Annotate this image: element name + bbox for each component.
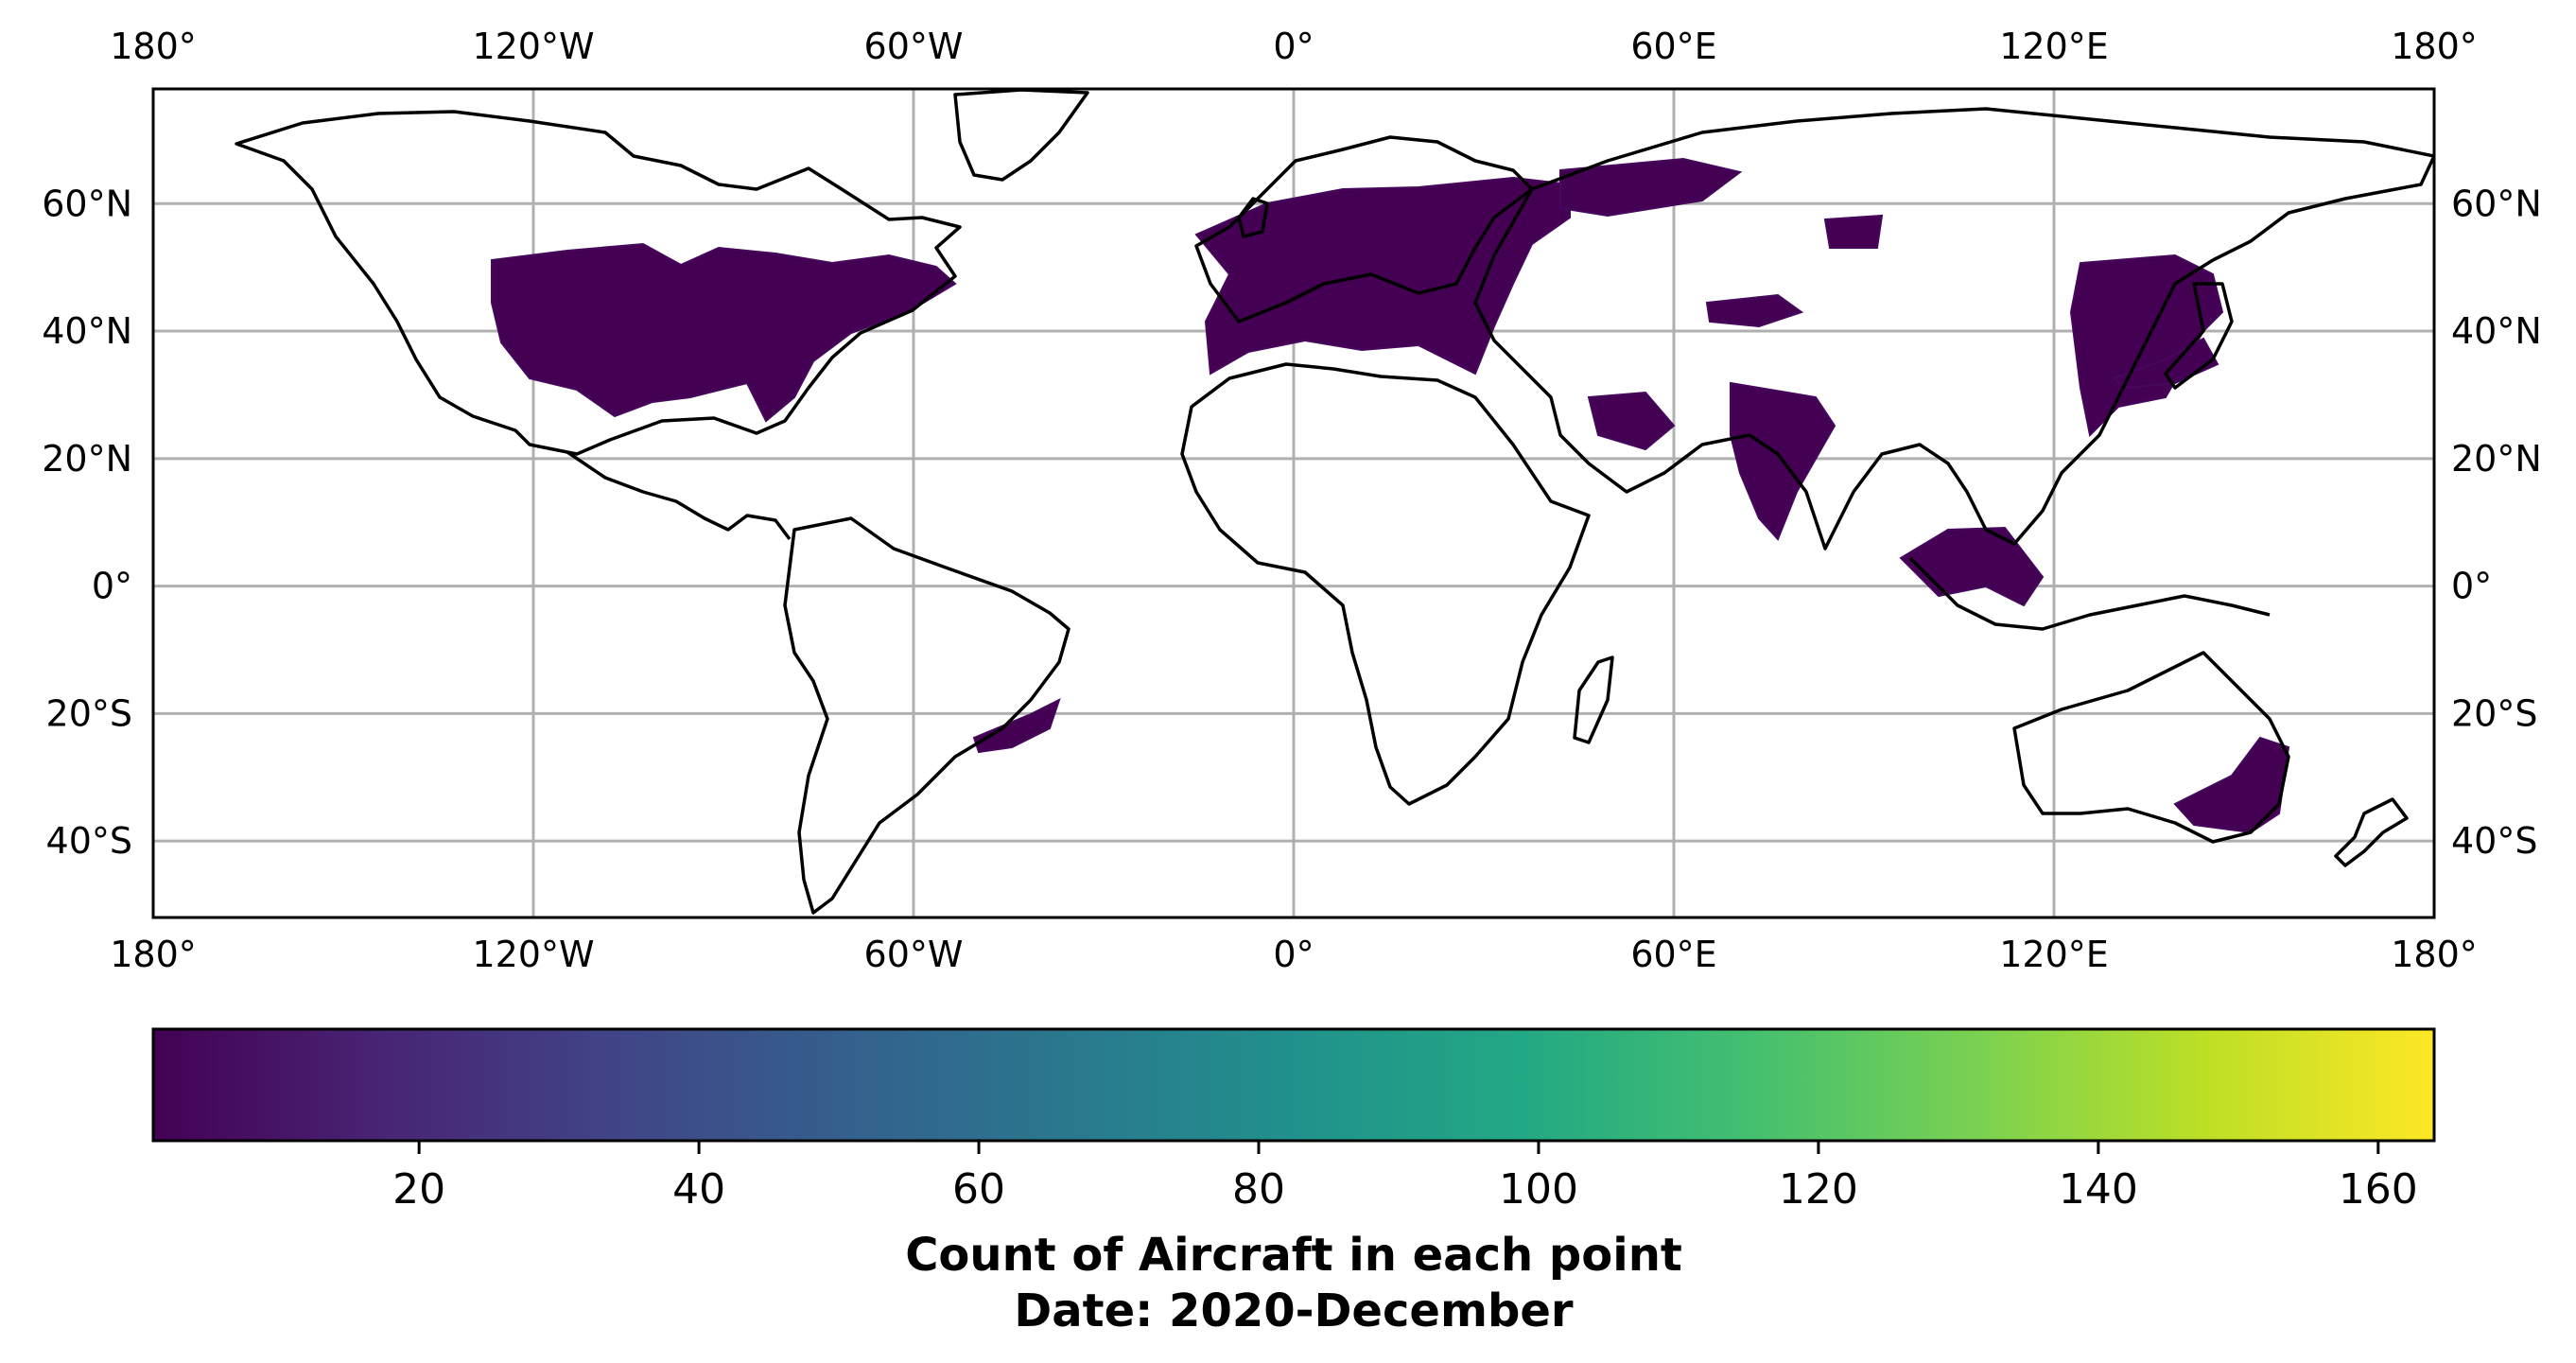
coast-central-america [566, 450, 792, 541]
coast-madagascar [1573, 655, 1614, 744]
density-north-america [491, 242, 957, 423]
map-panel [151, 87, 2436, 919]
lat-label-left: 0° [92, 566, 132, 607]
coast-europe [1194, 135, 1534, 323]
lat-label-right: 20°N [2451, 438, 2542, 480]
lon-label-top: 0° [1273, 26, 1314, 67]
colorbar-tick-label: 60 [952, 1165, 1005, 1214]
lat-label-right: 60°N [2451, 183, 2542, 224]
lat-label-left: 60°N [42, 183, 132, 224]
density-central-asia [1705, 293, 1804, 328]
colorbar-ticks: 20 40 60 80 100 120 140 160 [392, 1141, 2418, 1214]
coastlines [235, 89, 2434, 915]
colorbar: 20 40 60 80 100 120 140 160 Count of Aircraft i… [151, 1027, 2436, 1337]
coast-asia [1473, 107, 2434, 550]
lon-label-top: 120°W [472, 26, 594, 67]
lat-label-left: 20°S [46, 692, 132, 734]
lon-label-bottom: 120°E [1999, 934, 2109, 975]
colorbar-tick-label: 160 [2339, 1165, 2418, 1214]
lat-label-right: 40°N [2451, 310, 2542, 352]
density-brazil [972, 698, 1061, 754]
lon-label-top: 60°E [1630, 26, 1716, 67]
lon-label-top: 180° [110, 26, 197, 67]
latitude-labels-left: 60°N 40°N 20°N 0° 20°S 40°S [42, 183, 132, 862]
longitude-labels-top: 180° 120°W 60°W 0° 60°E 120°E 180° [110, 26, 2478, 67]
coast-australia [2012, 651, 2290, 844]
density-middle-east [1587, 391, 1676, 451]
density-west-russia [1559, 157, 1743, 218]
lon-label-bottom: 180° [2391, 934, 2478, 975]
colorbar-tick-label: 20 [392, 1165, 445, 1214]
lat-label-right: 0° [2451, 566, 2492, 607]
density-siberia [1823, 214, 1884, 249]
colorbar-tick-label: 80 [1232, 1165, 1285, 1214]
colorbar-tick-label: 120 [1779, 1165, 1858, 1214]
lon-label-top: 120°E [1999, 26, 2109, 67]
longitude-labels-bottom: 180° 120°W 60°W 0° 60°E 120°E 180° [110, 934, 2478, 975]
colorbar-tick-label: 100 [1499, 1165, 1578, 1214]
lon-label-bottom: 120°W [472, 934, 594, 975]
coast-africa [1180, 362, 1591, 806]
colorbar-tick-label: 40 [672, 1165, 725, 1214]
coast-north-america [235, 110, 962, 456]
coast-japan [2164, 282, 2234, 390]
lon-label-bottom: 180° [110, 934, 197, 975]
map-frame [151, 87, 2436, 919]
lon-label-bottom: 60°E [1630, 934, 1716, 975]
density-east-asia [2069, 253, 2224, 438]
coast-new-zealand [2334, 797, 2409, 867]
lat-label-left: 20°N [42, 438, 132, 480]
lat-label-right: 20°S [2451, 692, 2537, 734]
lon-label-top: 60°W [864, 26, 964, 67]
density-europe [1194, 176, 1571, 376]
coast-indonesia [1908, 556, 2271, 631]
lat-label-right: 40°S [2451, 820, 2537, 862]
coast-uk [1237, 197, 1269, 238]
lat-label-left: 40°N [42, 310, 132, 352]
coast-south-america [783, 516, 1070, 915]
colorbar-gradient [151, 1027, 2436, 1143]
colorbar-label: Count of Aircraft in each point [905, 1229, 1682, 1282]
lat-label-left: 40°S [46, 820, 132, 862]
lon-label-bottom: 0° [1273, 934, 1314, 975]
colorbar-tick-label: 140 [2059, 1165, 2138, 1214]
latitude-labels-right: 60°N 40°N 20°N 0° 20°S 40°S [2451, 183, 2542, 862]
lon-label-top: 180° [2391, 26, 2478, 67]
colorbar-date-label: Date: 2020-December [1014, 1284, 1573, 1337]
lon-label-bottom: 60°W [864, 934, 964, 975]
coast-greenland [953, 89, 1089, 182]
